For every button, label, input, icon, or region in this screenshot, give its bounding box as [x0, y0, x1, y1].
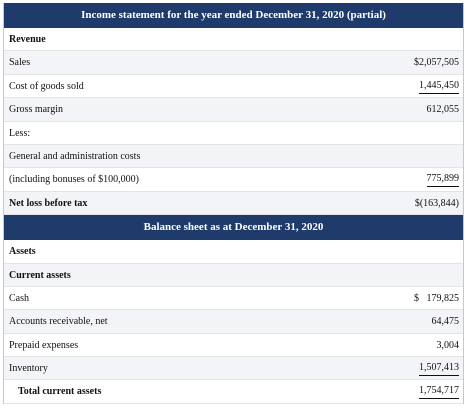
row-label: Inventory	[9, 363, 48, 375]
row-value: 1,754,717	[419, 384, 459, 400]
row-label: Total current assets	[18, 386, 102, 398]
row-label: Revenue	[9, 34, 46, 45]
table-row: Cash $ 179,825	[4, 287, 463, 311]
row-value: 3,004	[436, 339, 460, 351]
row-value: 1,445,450	[419, 79, 459, 94]
row-value: $(163,844)	[414, 197, 459, 209]
row-label: Current assets	[9, 269, 71, 281]
row-label: Gross margin	[9, 104, 63, 116]
row-label: General and administration costs	[9, 150, 141, 162]
row-value: 775,899	[426, 172, 459, 188]
table-row: Revenue	[4, 28, 463, 52]
table-row: General and administration costs	[4, 144, 463, 169]
table-row: Accounts receivable, net 64,475	[4, 310, 463, 334]
row-value: $2,057,505	[414, 57, 459, 69]
row-value: $ 179,825	[414, 292, 459, 304]
section-title: Income statement for the year ended Dece…	[4, 3, 463, 28]
table-row: Current assets	[4, 263, 463, 287]
table-row: Prepaid expenses 3,004	[4, 334, 463, 358]
row-label: Net loss before tax	[9, 197, 88, 209]
row-label: Less:	[9, 127, 31, 139]
row-label: (including bonuses of $100,000)	[9, 174, 139, 186]
row-label: Assets	[9, 246, 36, 258]
row-label: Accounts receivable, net	[9, 316, 108, 328]
table-row: Net loss before tax $(163,844)	[4, 191, 463, 216]
row-label: Sales	[9, 57, 31, 69]
row-value: 612,055	[426, 104, 460, 116]
table-row: Gross margin 612,055	[4, 98, 463, 122]
table-row: Sales $2,057,505	[4, 51, 463, 75]
table-row: Assets	[4, 240, 463, 264]
table-row: Inventory 1,507,413	[4, 357, 463, 381]
section-title: Balance sheet as at December 31, 2020	[4, 215, 463, 241]
row-value: 64,475	[431, 316, 460, 328]
table-row: Less:	[4, 122, 463, 145]
table-row: Cost of goods sold 1,445,450	[4, 75, 463, 99]
row-value: 1,507,413	[419, 361, 459, 377]
row-label: Prepaid expenses	[9, 339, 79, 351]
row-label: Cost of goods sold	[9, 80, 84, 92]
statement: Income statement for the year ended Dece…	[3, 3, 464, 404]
row-label: Cash	[9, 292, 29, 304]
table-row: (including bonuses of $100,000) 775,899	[4, 168, 463, 192]
table-row: Total current assets 1,754,717	[4, 380, 463, 404]
